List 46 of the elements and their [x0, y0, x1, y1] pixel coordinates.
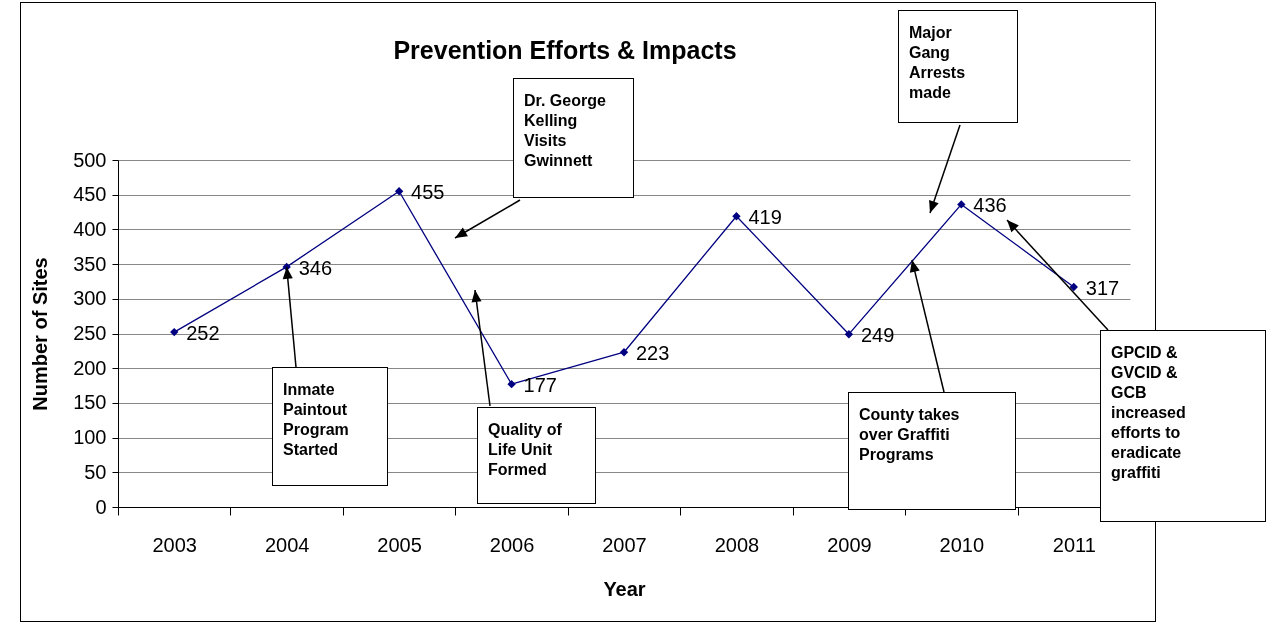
x-tick-label: 2011 [1052, 533, 1096, 556]
callout-box: Dr. George Kelling Visits Gwinnett [513, 78, 634, 198]
y-axis-title: Number of Sites [29, 257, 52, 411]
data-label: 419 [748, 206, 782, 229]
point [394, 187, 404, 196]
data-label: 249 [860, 324, 895, 347]
point [957, 200, 966, 209]
point [732, 212, 741, 221]
y-tick-label: 500 [73, 148, 107, 171]
x-tick-label: 2006 [489, 533, 535, 556]
x-tick-label: 2010 [939, 533, 985, 556]
point [507, 379, 516, 389]
x-axis-title: Year [603, 577, 646, 600]
x-tick-label: 2009 [827, 533, 872, 556]
x-tick-label: 2003 [152, 533, 197, 556]
y-tick-label: 350 [73, 252, 107, 275]
point [1069, 282, 1078, 292]
callout-box: Major Gang Arrests made [898, 10, 1018, 123]
callout-box: County takes over Graffiti Programs [848, 392, 1016, 510]
callout-box: Quality of Life Unit Formed [477, 407, 596, 504]
chart-title: Prevention Efforts & Impacts [393, 36, 737, 64]
data-label: 455 [411, 181, 445, 204]
data-label: 223 [636, 342, 670, 365]
x-tick-label: 2005 [377, 533, 422, 556]
callout-box: GPCID & GVCID & GCB increased efforts to eradicate graffiti [1100, 330, 1266, 522]
point [844, 330, 854, 339]
x-tick-label: 2008 [714, 533, 760, 556]
point [619, 348, 629, 357]
y-tick-label: 400 [73, 217, 107, 240]
y-tick-label: 200 [73, 356, 107, 379]
y-tick-label: 250 [73, 322, 107, 344]
x-tick-label: 2007 [602, 533, 647, 556]
y-tick-label: 100 [73, 426, 107, 449]
data-label: 252 [186, 322, 220, 345]
y-tick-label: 50 [84, 460, 107, 483]
x-tick-label: 2004 [264, 533, 310, 556]
y-tick-label: 300 [73, 287, 107, 310]
data-label: 346 [298, 256, 333, 279]
y-tick-label: 0 [95, 495, 107, 518]
data-label: 177 [523, 374, 557, 397]
y-tick-label: 450 [73, 183, 107, 206]
callout-box: Inmate Paintout Program Started [272, 367, 388, 486]
y-tick-label: 150 [73, 391, 107, 414]
data-label: 436 [973, 194, 1007, 217]
point [170, 327, 179, 337]
data-label: 317 [1085, 277, 1120, 299]
